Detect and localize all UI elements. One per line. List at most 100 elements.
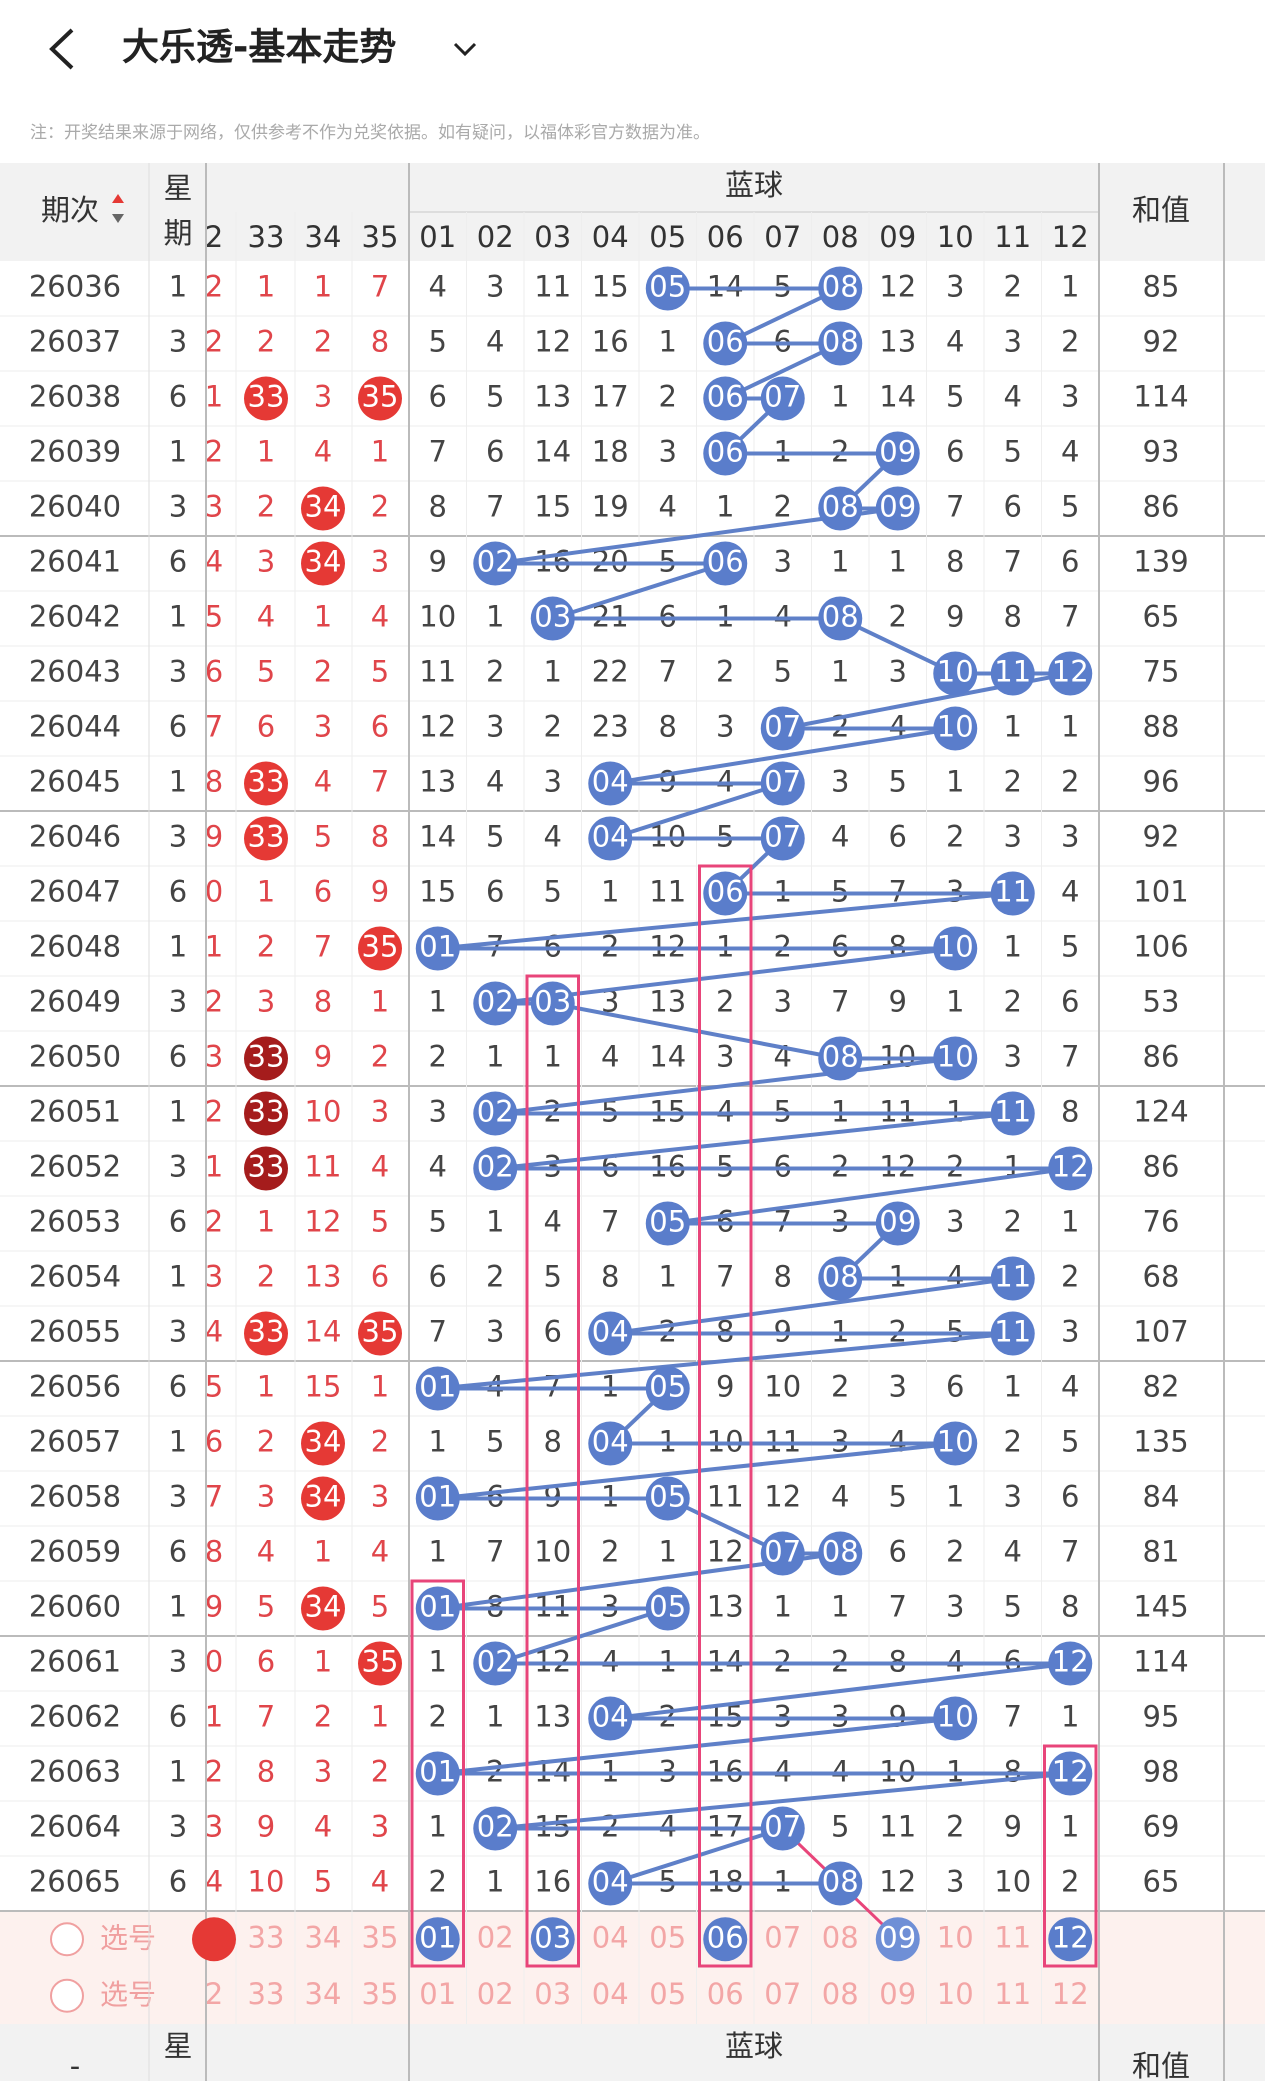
cell: 139 — [1133, 545, 1188, 579]
cell: 04 — [592, 1865, 629, 1899]
cell: 05 — [649, 1590, 686, 1624]
cell: 07 — [764, 1810, 801, 1844]
cell: 19 — [592, 490, 629, 524]
cell: 1 — [831, 1590, 849, 1624]
cell: 4 — [205, 1315, 223, 1349]
cell: 09 — [879, 1205, 916, 1239]
cell: 3 — [371, 1095, 389, 1129]
cell: 2 — [205, 985, 223, 1019]
cell: 05 — [649, 1480, 686, 1514]
cell: 10 — [937, 655, 974, 689]
blue-ball — [818, 596, 863, 641]
cell: 7 — [205, 1480, 223, 1514]
selection-number: 02 — [477, 1977, 514, 2011]
select-radio[interactable] — [50, 1978, 84, 2013]
cell: 14 — [305, 1315, 342, 1349]
blue-ball — [818, 1036, 863, 1081]
cell: 12 — [707, 1535, 744, 1569]
cell: 2 — [314, 655, 332, 689]
selection-number: 03 — [534, 1920, 571, 1954]
cell: 05 — [649, 1205, 686, 1239]
cell: 0 — [205, 1645, 223, 1679]
cell: 107 — [1133, 1315, 1188, 1349]
cell: 114 — [1133, 380, 1188, 414]
cell: 2 — [205, 435, 223, 469]
cell: 6 — [1061, 545, 1079, 579]
dropdown-toggle[interactable] — [453, 42, 477, 57]
blue-ball — [760, 816, 805, 861]
blue-ball — [933, 706, 978, 751]
cell: 1 — [169, 1755, 187, 1789]
cell: 1 — [314, 1645, 332, 1679]
cell: 1 — [1004, 1370, 1022, 1404]
cell: 26063 — [29, 1755, 121, 1789]
cell: 26059 — [29, 1535, 121, 1569]
cell: 1 — [371, 435, 389, 469]
selection-number: 10 — [937, 1977, 974, 2011]
blue-ball — [990, 871, 1035, 916]
cell: 2 — [1061, 325, 1079, 359]
cell: 5 — [889, 765, 907, 799]
cell: 13 — [707, 1590, 744, 1624]
selected-ball — [875, 1917, 920, 1962]
cell: 3 — [946, 270, 964, 304]
cell: 1 — [659, 1535, 677, 1569]
cell: 69 — [1143, 1810, 1180, 1844]
cell: 4 — [429, 1150, 447, 1184]
cell: 93 — [1143, 435, 1180, 469]
cell: 3 — [601, 985, 619, 1019]
cell: 1 — [314, 1535, 332, 1569]
cell: 33 — [248, 820, 285, 854]
cell: 13 — [305, 1260, 342, 1294]
back-button[interactable] — [49, 28, 74, 70]
cell: 26057 — [29, 1425, 121, 1459]
selected-ball — [703, 1917, 748, 1962]
cell: 14 — [879, 380, 916, 414]
cell: 2 — [716, 655, 734, 689]
cell: 5 — [544, 1260, 562, 1294]
cell: 2 — [429, 1700, 447, 1734]
blue-ball — [875, 1201, 920, 1246]
cell: 26062 — [29, 1700, 121, 1734]
blue-ball — [645, 1201, 690, 1246]
blue-ball — [473, 981, 518, 1026]
footer-label: 和值 — [1132, 2049, 1190, 2081]
blue-ball — [588, 761, 633, 806]
column-header: 09 — [879, 220, 916, 254]
cell: 15 — [419, 875, 456, 909]
cell: 4 — [601, 1040, 619, 1074]
cell: 1 — [169, 600, 187, 634]
cell: 01 — [419, 1755, 456, 1789]
blue-ball — [818, 1861, 863, 1906]
cell: 2 — [544, 710, 562, 744]
cell: 26056 — [29, 1370, 121, 1404]
selection-number: 09 — [879, 1977, 916, 2011]
cell: 7 — [429, 1315, 447, 1349]
red-ball — [244, 1091, 288, 1136]
disclaimer: 注：开奖结果来源于网络，仅供参考不作为兑奖依据。如有疑问，以福体彩官方数据为准。 — [30, 123, 710, 143]
cell: 9 — [205, 820, 223, 854]
cell: 02 — [477, 1810, 514, 1844]
cell: 6 — [169, 545, 187, 579]
blue-ball — [645, 1586, 690, 1631]
select-radio[interactable] — [50, 1922, 84, 1957]
cell: 81 — [1143, 1535, 1180, 1569]
cell: 145 — [1133, 1590, 1188, 1624]
cell: 6 — [1004, 490, 1022, 524]
blue-ball — [588, 816, 633, 861]
cell: 1 — [257, 435, 275, 469]
cell: 1 — [1061, 1205, 1079, 1239]
cell: 13 — [649, 985, 686, 1019]
cell: 6 — [257, 710, 275, 744]
cell: 6 — [371, 1260, 389, 1294]
selection-number: 07 — [764, 1977, 801, 2011]
blue-ball — [933, 1036, 978, 1081]
cell: 3 — [889, 655, 907, 689]
cell: 95 — [1143, 1700, 1180, 1734]
cell: 1 — [1061, 1700, 1079, 1734]
cell: 12 — [879, 1865, 916, 1899]
cell: 26041 — [29, 545, 121, 579]
cell: 4 — [429, 270, 447, 304]
column-header: 期次 — [41, 193, 99, 227]
